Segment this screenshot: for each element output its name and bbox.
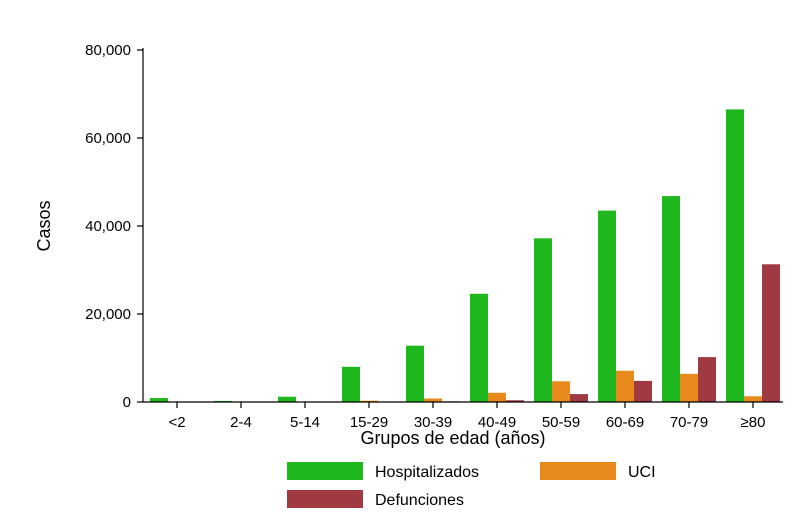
x-tick-label: 60-69 <box>606 414 644 431</box>
x-tick-label: 50-59 <box>542 414 580 431</box>
bar-hospitalizados-7 <box>598 210 616 402</box>
bars-layer <box>150 109 780 403</box>
bar-hospitalizados-6 <box>534 238 552 402</box>
bar-defunciones-6 <box>570 394 588 402</box>
bar-hospitalizados-8 <box>662 196 680 402</box>
legend-label-hospitalizados: Hospitalizados <box>375 464 479 481</box>
y-tick-label: 40,000 <box>85 218 131 235</box>
legend-swatch-uci <box>540 462 616 480</box>
y-tick-label: 20,000 <box>85 306 131 323</box>
x-tick-label: 15-29 <box>350 414 388 431</box>
legend-label-uci: UCI <box>628 464 656 481</box>
y-tick-label: 0 <box>123 394 131 411</box>
legend-swatch-defunciones <box>287 490 363 508</box>
y-tick-label: 60,000 <box>85 130 131 147</box>
x-axis-title: Grupos de edad (años) <box>360 428 545 448</box>
bar-defunciones-5 <box>506 400 524 402</box>
bar-defunciones-9 <box>762 264 780 402</box>
x-tick-label: ≥80 <box>741 414 766 431</box>
x-tick-label: 5-14 <box>290 414 320 431</box>
bar-uci-5 <box>488 392 506 402</box>
legend-label-defunciones: Defunciones <box>375 492 464 509</box>
bar-defunciones-8 <box>698 357 716 402</box>
bar-hospitalizados-0 <box>150 398 168 402</box>
x-axis-ticks: <2 2-4 5-14 15-29 30-39 40-49 50-59 60-69 70-79 ≥… <box>168 402 765 431</box>
bar-hospitalizados-3 <box>342 366 360 402</box>
y-axis-ticks: 0 20,000 40,000 60,000 80,000 <box>85 42 143 411</box>
bar-uci-7 <box>616 370 634 402</box>
x-tick-label: 70-79 <box>670 414 708 431</box>
bar-uci-9 <box>744 396 762 402</box>
y-axis-title: Casos <box>34 200 54 251</box>
y-tick-label: 80,000 <box>85 42 131 59</box>
legend: Hospitalizados UCI Defunciones <box>287 462 656 509</box>
x-tick-label: 2-4 <box>230 414 252 431</box>
x-tick-label: <2 <box>168 414 185 431</box>
bar-uci-4 <box>424 398 442 402</box>
x-tick-label: 40-49 <box>478 414 516 431</box>
x-tick-label: 30-39 <box>414 414 452 431</box>
bar-hospitalizados-9 <box>726 109 744 403</box>
bar-hospitalizados-2 <box>278 396 296 402</box>
bar-hospitalizados-5 <box>470 293 488 402</box>
bar-uci-6 <box>552 381 570 402</box>
bar-uci-3 <box>360 400 378 402</box>
bar-hospitalizados-4 <box>406 345 424 402</box>
legend-swatch-hospitalizados <box>287 462 363 480</box>
bar-uci-8 <box>680 373 698 402</box>
bar-defunciones-7 <box>634 380 652 402</box>
